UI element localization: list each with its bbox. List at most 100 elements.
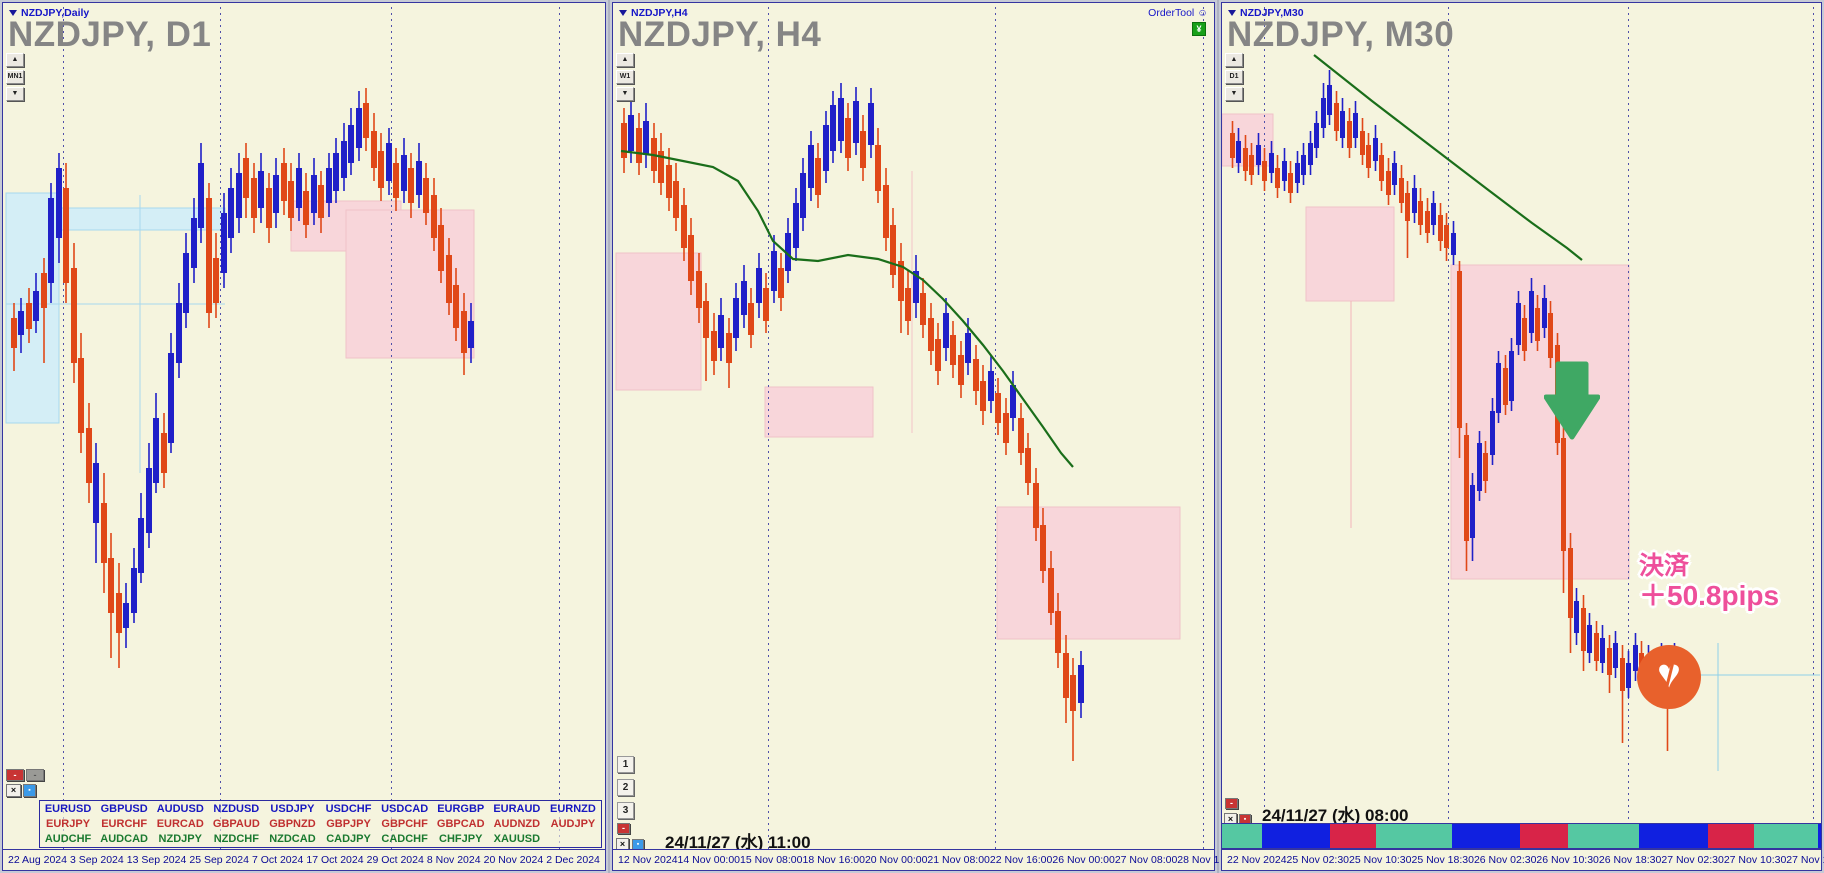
- currency-pair-cell[interactable]: AUDJPY: [550, 817, 596, 830]
- candle-body: [1457, 271, 1462, 428]
- currency-pair-cell[interactable]: CHFJPY: [439, 833, 483, 846]
- chart-window-m30[interactable]: NZDJPY,M30 NZDJPY, M30 ▲ D1 ▼ 決済 ＋50.8pi…: [1221, 2, 1824, 871]
- candle-body: [1503, 368, 1508, 405]
- currency-pair-cell[interactable]: GBPCHF: [381, 817, 428, 830]
- candle-body: [756, 268, 762, 303]
- axis-date-label: 8 Nov 2024: [426, 854, 481, 866]
- currency-pair-cell[interactable]: AUDCHF: [44, 833, 92, 846]
- currency-pair-cell[interactable]: EURGBP: [437, 802, 485, 815]
- timeframe-switcher: ▲ D1 ▼: [1225, 53, 1243, 101]
- indicator-minimize-button-2[interactable]: -: [26, 769, 44, 781]
- candle-body: [318, 185, 324, 218]
- candle-body: [1438, 215, 1443, 241]
- currency-pair-cell[interactable]: USDCHF: [325, 802, 372, 815]
- currency-pair-cell[interactable]: EURCHF: [101, 817, 148, 830]
- candle-body: [1360, 131, 1365, 155]
- currency-pair-cell[interactable]: NZDUSD: [213, 802, 260, 815]
- candle-body: [153, 418, 159, 483]
- candle-body: [845, 118, 851, 158]
- timeframe-down-button[interactable]: ▼: [616, 87, 634, 101]
- axis-date-label: 3 Sep 2024: [70, 854, 124, 866]
- time-axis-h4[interactable]: 12 Nov 2024 14 Nov 00:00 15 Nov 08:00 18 No…: [613, 849, 1240, 870]
- candle-body: [78, 358, 84, 433]
- currency-pair-cell[interactable]: AUDNZD: [493, 817, 541, 830]
- symbol-period-label-d1[interactable]: NZDJPY,Daily: [9, 7, 89, 19]
- currency-pair-cell[interactable]: CADCHF: [381, 833, 428, 846]
- candle-body: [808, 145, 814, 188]
- symbol-period-label-h4[interactable]: NZDJPY,H4: [619, 7, 688, 19]
- currency-pair-cell[interactable]: GBPNZD: [269, 817, 316, 830]
- close-icon[interactable]: ×: [6, 784, 21, 797]
- timeframe-up-button[interactable]: ▲: [6, 53, 24, 67]
- timeframe-down-button[interactable]: ▼: [6, 87, 24, 101]
- candle-body: [408, 168, 414, 203]
- candle-body: [333, 153, 339, 191]
- axis-date-label: 27 Nov 10:30: [1723, 854, 1787, 866]
- currency-pair-cell[interactable]: USDCAD: [381, 802, 429, 815]
- currency-pair-cell[interactable]: EURNZD: [550, 802, 596, 815]
- time-axis-d1[interactable]: 22 Aug 2024 3 Sep 2024 13 Sep 2024 25 Sep 2…: [3, 849, 605, 870]
- timeframe-label-button[interactable]: W1: [616, 70, 634, 84]
- currency-pair-cell[interactable]: EURAUD: [493, 802, 541, 815]
- symbol-period-text: NZDJPY,H4: [631, 7, 688, 19]
- candle-body: [1548, 313, 1553, 358]
- currency-pair-cell[interactable]: EURUSD: [44, 802, 92, 815]
- tool-button-2[interactable]: 2: [617, 779, 634, 796]
- axis-date-label: 26 Nov 02:30: [1473, 854, 1537, 866]
- candle-body: [183, 253, 189, 313]
- candle-body: [431, 195, 437, 238]
- candle-body: [1055, 611, 1061, 653]
- candle-body: [453, 285, 459, 328]
- candle-body: [281, 163, 287, 201]
- current-bar-time-label: 24/11/27 (水) 11:00: [665, 833, 811, 852]
- chart-window-d1[interactable]: NZDJPY,Daily NZDJPY, D1 ▲ MN1 ▼ - - × ▪ …: [2, 2, 606, 871]
- marker-button[interactable]: ▪: [23, 784, 36, 797]
- currency-pair-cell[interactable]: GBPUSD: [100, 802, 148, 815]
- currency-pair-cell[interactable]: EURCAD: [156, 817, 204, 830]
- candle-body: [793, 203, 799, 248]
- candle-body: [1003, 413, 1009, 443]
- candle-body: [1010, 385, 1016, 418]
- candle-body: [138, 518, 144, 573]
- currency-pair-cell[interactable]: AUDUSD: [156, 802, 204, 815]
- timeframe-up-button[interactable]: ▲: [1225, 53, 1243, 67]
- candle-body: [778, 268, 784, 298]
- candle-body: [41, 273, 47, 308]
- session-segment: [1330, 824, 1376, 848]
- currency-pair-cell[interactable]: NZDCHF: [213, 833, 259, 846]
- timeframe-down-button[interactable]: ▼: [1225, 87, 1243, 101]
- ordertool-yen-icon[interactable]: ¥: [1192, 22, 1206, 36]
- currency-pair-cell[interactable]: AUDCAD: [100, 833, 148, 846]
- candle-body: [221, 213, 227, 273]
- candle-body: [913, 271, 919, 303]
- tool-button-1[interactable]: 1: [617, 756, 634, 773]
- candle-body: [943, 313, 949, 348]
- indicator-minimize-button[interactable]: -: [617, 823, 630, 834]
- currency-pair-cell[interactable]: NZDCAD: [269, 833, 316, 846]
- currency-pair-cell[interactable]: GBPCAD: [436, 817, 485, 830]
- candle-body: [1483, 453, 1488, 481]
- currency-pair-cell[interactable]: XAUUSD: [493, 833, 541, 846]
- currency-pair-cell[interactable]: EURJPY: [46, 817, 91, 830]
- indicator-minimize-button[interactable]: -: [6, 769, 24, 781]
- symbol-period-label-m30[interactable]: NZDJPY,M30: [1228, 7, 1304, 19]
- currency-pair-cell[interactable]: GBPJPY: [326, 817, 371, 830]
- axis-date-label: 21 Nov 08:00: [927, 854, 990, 866]
- timeframe-label-button[interactable]: D1: [1225, 70, 1243, 84]
- chart-window-h4[interactable]: NZDJPY,H4 NZDJPY, H4 ▲ W1 ▼ OrderTool ☺ …: [612, 2, 1240, 871]
- candle-body: [26, 303, 32, 329]
- currency-pair-cell[interactable]: USDJPY: [270, 802, 315, 815]
- candle-body: [1412, 188, 1417, 213]
- currency-pair-cell[interactable]: NZDJPY: [158, 833, 202, 846]
- time-axis-m30[interactable]: 22 Nov 2024 25 Nov 02:30 25 Nov 10:30 25 No…: [1222, 849, 1824, 870]
- currency-pair-cell[interactable]: GBPAUD: [212, 817, 260, 830]
- tool-button-3[interactable]: 3: [617, 802, 634, 819]
- currency-pair-cell[interactable]: CADJPY: [326, 833, 371, 846]
- candle-body: [273, 175, 279, 213]
- ordertool-label[interactable]: OrderTool ☺: [1148, 7, 1208, 19]
- timeframe-label-button[interactable]: MN1: [6, 70, 24, 84]
- candle-body: [995, 393, 1001, 423]
- indicator-minimize-button[interactable]: -: [1225, 798, 1238, 809]
- candle-body: [688, 235, 694, 281]
- timeframe-up-button[interactable]: ▲: [616, 53, 634, 67]
